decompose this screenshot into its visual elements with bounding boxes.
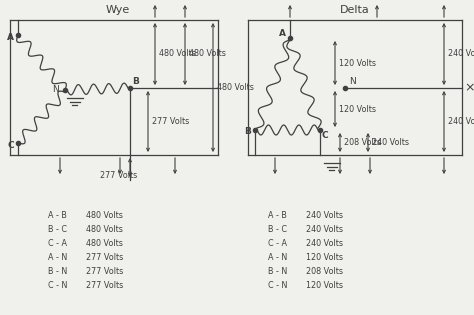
Text: A - B: A - B [268,210,287,220]
Text: 480 Volts: 480 Volts [86,238,123,248]
Text: 240 Volts: 240 Volts [448,49,474,59]
Text: 277 Volts: 277 Volts [86,266,123,276]
Text: C: C [8,140,14,150]
Text: C - A: C - A [48,238,67,248]
Text: 208 Volts: 208 Volts [344,138,381,147]
Text: 240 Volts: 240 Volts [306,225,343,233]
Text: 480 Volts: 480 Volts [189,49,226,59]
Text: 240 Volts: 240 Volts [306,210,343,220]
Text: 240 Volts: 240 Volts [372,138,409,147]
Text: B - C: B - C [268,225,287,233]
Text: 277 Volts: 277 Volts [86,253,123,261]
Text: 120 Volts: 120 Volts [339,105,376,113]
Text: A - N: A - N [48,253,67,261]
Text: B - C: B - C [48,225,67,233]
Text: C - A: C - A [268,238,287,248]
Text: ×: × [464,82,474,94]
Text: Wye: Wye [106,5,130,15]
Text: 208 Volts: 208 Volts [306,266,343,276]
Text: C - N: C - N [48,280,67,289]
Text: 480 Volts: 480 Volts [159,49,196,59]
Text: 277 Volts: 277 Volts [86,280,123,289]
Text: 277 Volts: 277 Volts [152,117,189,126]
Text: A - N: A - N [268,253,287,261]
Text: N: N [349,77,356,85]
Text: B: B [244,128,251,136]
Text: A - B: A - B [48,210,67,220]
Text: 240 Volts: 240 Volts [448,117,474,126]
Text: 120 Volts: 120 Volts [306,280,343,289]
Text: 480 Volts: 480 Volts [86,210,123,220]
Text: 277 Volts: 277 Volts [100,170,137,180]
Text: 120 Volts: 120 Volts [339,59,376,67]
Text: B: B [132,77,139,85]
Text: A: A [7,32,14,42]
Text: B - N: B - N [48,266,67,276]
Text: A: A [279,30,286,38]
Text: B - N: B - N [268,266,287,276]
Text: Delta: Delta [340,5,370,15]
Text: 240 Volts: 240 Volts [306,238,343,248]
Text: C: C [322,131,328,140]
Text: 480 Volts: 480 Volts [217,83,254,92]
Text: C - N: C - N [268,280,287,289]
Text: 120 Volts: 120 Volts [306,253,343,261]
Text: 480 Volts: 480 Volts [86,225,123,233]
Text: N: N [52,85,59,94]
